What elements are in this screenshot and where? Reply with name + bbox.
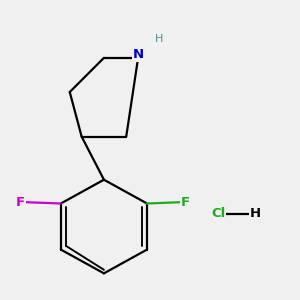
Text: Cl: Cl bbox=[211, 207, 226, 220]
Text: H: H bbox=[155, 34, 163, 44]
Text: F: F bbox=[16, 196, 25, 208]
Text: F: F bbox=[181, 196, 190, 208]
Text: N: N bbox=[133, 48, 144, 62]
Text: H: H bbox=[250, 207, 261, 220]
